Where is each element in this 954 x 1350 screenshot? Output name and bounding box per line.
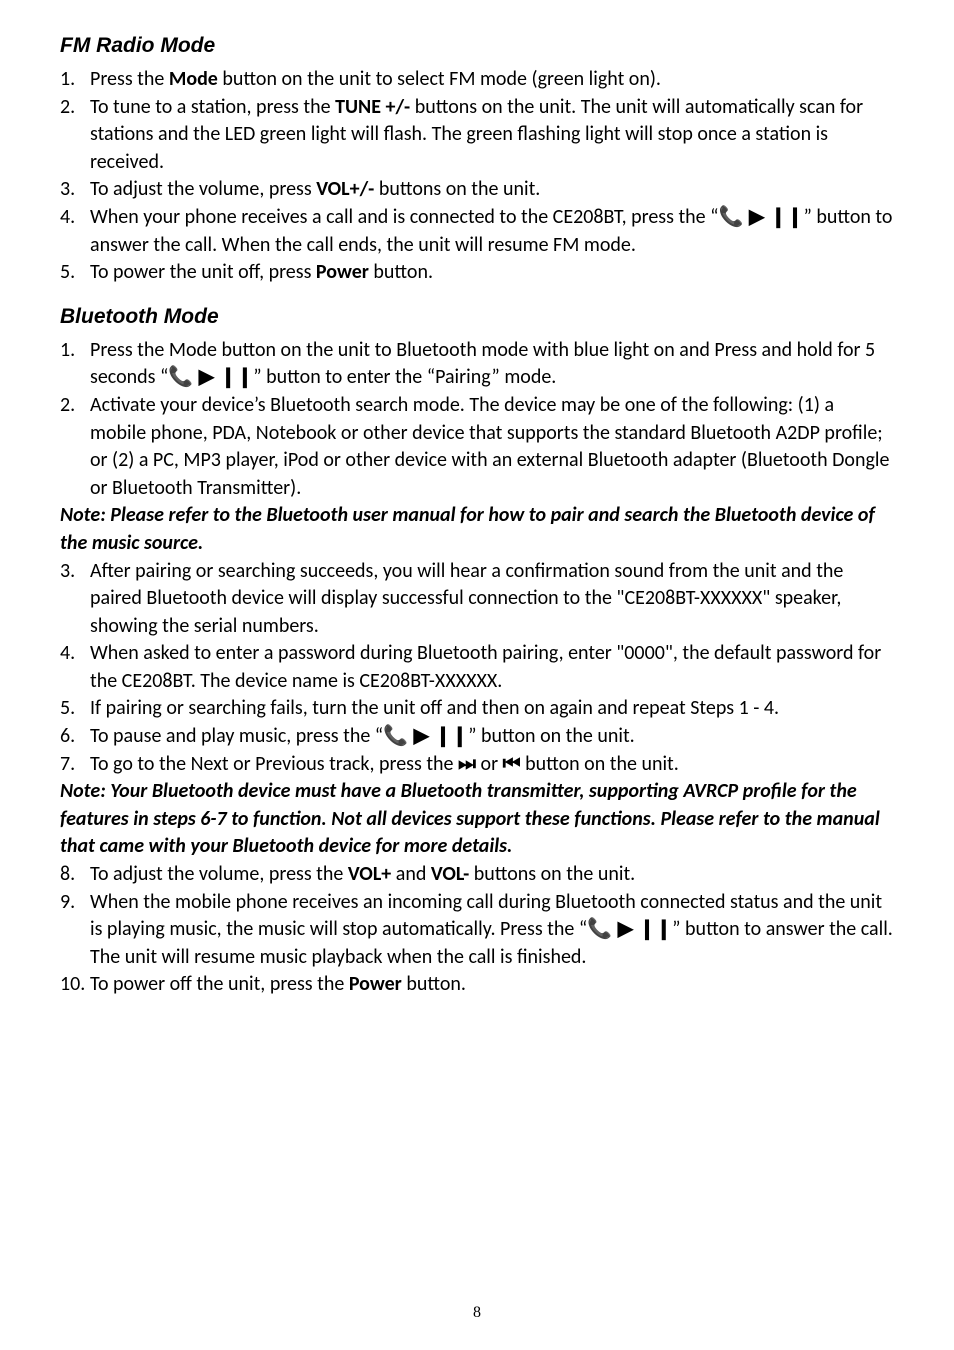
fm-radio-title: FM Radio Mode	[60, 34, 894, 58]
bluetooth-title: Bluetooth Mode	[60, 305, 894, 329]
list-item: 9.When the mobile phone receives an inco…	[60, 889, 894, 972]
list-text: Press the Mode button on the unit to Blu…	[90, 337, 894, 392]
list-text: If pairing or searching fails, turn the …	[90, 695, 894, 723]
list-item: 10.To power off the unit, press the Powe…	[60, 971, 894, 999]
list-text: Press the Mode button on the unit to sel…	[90, 66, 894, 94]
list-text: To tune to a station, press the TUNE +/-…	[90, 94, 894, 177]
list-number: 3.	[60, 558, 90, 641]
list-number: 4.	[60, 640, 90, 695]
list-text: To pause and play music, press the “📞 ▶ …	[90, 723, 894, 751]
list-item: 6.To pause and play music, press the “📞 …	[60, 723, 894, 751]
list-number: 7.	[60, 751, 90, 779]
list-number: 6.	[60, 723, 90, 751]
bluetooth-list-b: 3.After pairing or searching succeeds, y…	[60, 558, 894, 779]
list-text: To adjust the volume, press VOL+/- butto…	[90, 176, 894, 204]
list-number: 1.	[60, 66, 90, 94]
list-item: 7.To go to the Next or Previous track, p…	[60, 751, 894, 779]
list-item: 1.Press the Mode button on the unit to B…	[60, 337, 894, 392]
list-number: 5.	[60, 259, 90, 287]
list-number: 10.	[60, 971, 90, 999]
list-number: 1.	[60, 337, 90, 392]
list-item: 5.If pairing or searching fails, turn th…	[60, 695, 894, 723]
bluetooth-list-c: 8.To adjust the volume, press the VOL+ a…	[60, 861, 894, 999]
list-number: 2.	[60, 392, 90, 502]
list-item: 2.Activate your device’s Bluetooth searc…	[60, 392, 894, 502]
list-number: 2.	[60, 94, 90, 177]
list-number: 3.	[60, 176, 90, 204]
list-text: When asked to enter a password during Bl…	[90, 640, 894, 695]
list-text: When your phone receives a call and is c…	[90, 204, 894, 259]
list-item: 4.When asked to enter a password during …	[60, 640, 894, 695]
list-number: 9.	[60, 889, 90, 972]
list-text: To go to the Next or Previous track, pre…	[90, 751, 894, 779]
list-item: 5.To power the unit off, press Power but…	[60, 259, 894, 287]
page-number: 8	[0, 1304, 954, 1322]
note-b: Note: Your Bluetooth device must have a …	[60, 778, 894, 861]
list-item: 8.To adjust the volume, press the VOL+ a…	[60, 861, 894, 889]
list-text: To power off the unit, press the Power b…	[90, 971, 894, 999]
list-text: Activate your device’s Bluetooth search …	[90, 392, 894, 502]
list-item: 4.When your phone receives a call and is…	[60, 204, 894, 259]
fm-radio-list: 1.Press the Mode button on the unit to s…	[60, 66, 894, 287]
list-number: 4.	[60, 204, 90, 259]
list-text: To adjust the volume, press the VOL+ and…	[90, 861, 894, 889]
list-text: After pairing or searching succeeds, you…	[90, 558, 894, 641]
list-text: To power the unit off, press Power butto…	[90, 259, 894, 287]
list-item: 1.Press the Mode button on the unit to s…	[60, 66, 894, 94]
list-item: 3.After pairing or searching succeeds, y…	[60, 558, 894, 641]
list-item: 2.To tune to a station, press the TUNE +…	[60, 94, 894, 177]
list-text: When the mobile phone receives an incomi…	[90, 889, 894, 972]
bluetooth-list-a: 1.Press the Mode button on the unit to B…	[60, 337, 894, 503]
list-number: 8.	[60, 861, 90, 889]
note-a: Note: Please refer to the Bluetooth user…	[60, 502, 894, 557]
list-item: 3.To adjust the volume, press VOL+/- but…	[60, 176, 894, 204]
list-number: 5.	[60, 695, 90, 723]
